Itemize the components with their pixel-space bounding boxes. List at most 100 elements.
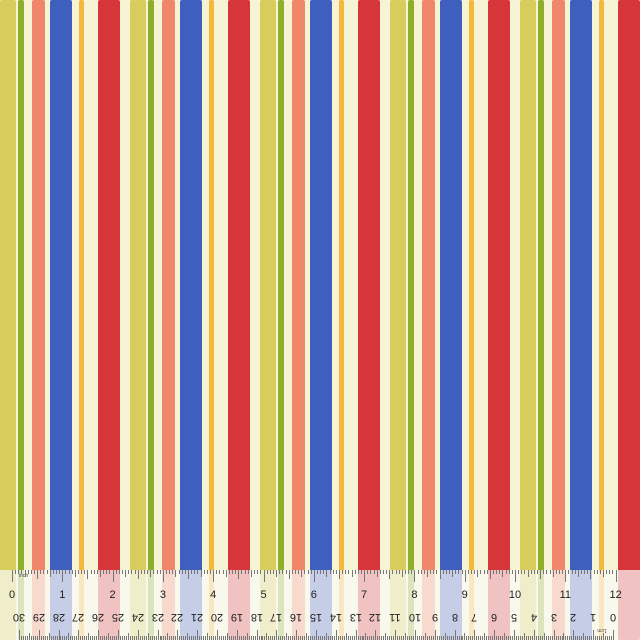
cm-tick — [601, 636, 603, 640]
cm-tick — [195, 636, 197, 640]
inch-tick — [238, 570, 240, 579]
cm-tick — [367, 636, 369, 640]
inch-tick — [222, 570, 224, 574]
cm-tick — [519, 636, 521, 640]
cm-tick — [409, 636, 411, 640]
cm-tick — [383, 636, 385, 640]
inch-tick — [354, 570, 356, 574]
cm-tick — [250, 636, 252, 640]
cm-tick — [351, 636, 353, 640]
cm-tick — [24, 636, 26, 640]
cm-tick — [268, 636, 270, 640]
cm-tick — [355, 630, 357, 640]
inch-tick — [178, 570, 180, 574]
cm-tick — [432, 636, 434, 640]
cm-tick — [82, 636, 84, 640]
inch-tick — [56, 570, 57, 574]
cm-label: 4 — [530, 611, 537, 623]
inch-tick — [147, 570, 149, 574]
cm-tick — [393, 636, 395, 640]
inch-tick — [260, 570, 262, 574]
inch-tick — [364, 570, 366, 582]
cm-tick — [296, 630, 298, 640]
cm-tick — [167, 633, 169, 640]
cm-tick — [187, 633, 189, 640]
cm-tick — [397, 636, 399, 640]
cm-tick — [129, 636, 131, 640]
cm-tick — [603, 633, 605, 640]
inch-tick — [379, 570, 381, 574]
inch-tick — [555, 570, 557, 574]
cm-tick — [458, 636, 460, 640]
inch-tick — [408, 570, 410, 574]
inch-tick — [338, 570, 340, 579]
inch-tick — [577, 570, 579, 577]
stripe-blue — [50, 0, 72, 640]
inch-tick — [27, 570, 29, 574]
cm-tick — [539, 636, 541, 640]
stripe-red — [358, 0, 380, 640]
inch-tick — [442, 570, 444, 574]
inch-tick — [118, 570, 120, 574]
inch-tick — [184, 570, 186, 574]
inch-tick — [543, 570, 545, 574]
stripe-red — [618, 0, 640, 640]
stripe-red — [98, 0, 120, 640]
cm-tick — [595, 636, 597, 640]
cm-tick — [549, 636, 551, 640]
ruler: inch 1cm 0123456789101112302928272625242… — [0, 570, 640, 640]
inch-tick — [169, 570, 171, 574]
cm-tick — [504, 633, 506, 640]
inch-tick — [313, 570, 315, 582]
inch-tick — [323, 570, 325, 574]
inch-label: 8 — [411, 589, 418, 601]
inch-tick — [329, 570, 331, 574]
inch-tick — [389, 570, 391, 579]
stripe-blue — [310, 0, 332, 640]
cm-tick — [294, 636, 296, 640]
cm-tick — [52, 636, 54, 640]
inch-tick — [62, 570, 64, 582]
cm-tick — [54, 636, 56, 640]
cm-tick — [115, 636, 117, 640]
inch-tick — [524, 570, 526, 574]
cm-tick — [153, 636, 155, 640]
cm-tick — [500, 636, 502, 640]
inch-tick — [43, 570, 45, 574]
cm-tick — [561, 636, 563, 640]
inch-tick — [188, 570, 190, 579]
inch-tick — [235, 570, 237, 574]
cm-tick — [163, 636, 165, 640]
cm-tick — [278, 636, 280, 640]
inch-tick — [461, 570, 463, 574]
stripe-green — [148, 0, 154, 640]
cm-tick — [145, 636, 147, 640]
cm-tick — [22, 636, 24, 640]
cm-label: 21 — [191, 611, 204, 623]
inch-tick — [213, 570, 215, 582]
cm-tick — [613, 630, 614, 640]
cm-tick — [50, 636, 52, 640]
inch-tick — [40, 570, 42, 574]
cm-tick — [418, 636, 420, 640]
cm-tick — [238, 636, 240, 640]
inch-tick — [603, 570, 605, 577]
cm-tick — [454, 630, 456, 640]
inch-tick — [206, 570, 208, 574]
inch-label: 6 — [310, 589, 317, 601]
cm-tick — [38, 630, 40, 640]
cm-tick — [32, 636, 34, 640]
inch-tick — [518, 570, 520, 574]
inch-tick — [426, 570, 428, 577]
inch-tick — [332, 570, 334, 574]
cm-tick — [444, 633, 446, 640]
inch-tick — [521, 570, 523, 574]
inch-tick — [326, 570, 328, 577]
inch-tick — [128, 570, 130, 574]
cm-tick — [92, 636, 94, 640]
cm-tick — [151, 636, 153, 640]
cm-tick — [377, 636, 379, 640]
inch-unit-label: inch — [19, 573, 28, 579]
cm-tick — [62, 636, 64, 640]
cm-tick — [292, 636, 294, 640]
